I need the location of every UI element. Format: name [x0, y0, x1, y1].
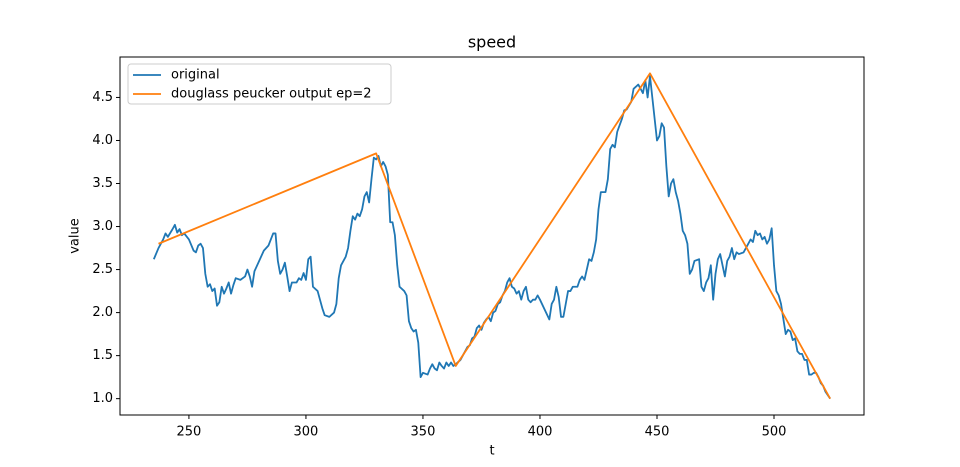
- y-tick-label: 3.0: [92, 219, 113, 234]
- y-tick-label: 4.5: [92, 90, 113, 105]
- x-tick-label: 500: [762, 425, 787, 440]
- legend-label: original: [171, 68, 220, 83]
- plot-frame: [119, 56, 865, 416]
- data-line: [152, 75, 831, 400]
- x-tick-label: 350: [411, 425, 436, 440]
- x-tick-label: 450: [645, 425, 670, 440]
- x-tick-label: 400: [528, 425, 553, 440]
- y-tick-label: 3.5: [92, 176, 113, 191]
- x-tick-label: 300: [294, 425, 319, 440]
- legend-label: douglass peucker output ep=2: [171, 87, 372, 102]
- legend-box: [127, 63, 392, 105]
- y-tick-label: 2.5: [92, 262, 113, 277]
- chart-title: speed: [468, 33, 516, 52]
- y-tick-label: 2.0: [92, 305, 113, 320]
- y-tick-label: 4.0: [92, 133, 113, 148]
- y-axis-label: value: [68, 218, 83, 254]
- y-tick-label: 1.5: [92, 348, 113, 363]
- x-axis-label: t: [489, 444, 494, 459]
- y-tick-label: 1.0: [92, 391, 113, 406]
- data-line: [158, 72, 831, 400]
- x-tick-label: 250: [177, 425, 202, 440]
